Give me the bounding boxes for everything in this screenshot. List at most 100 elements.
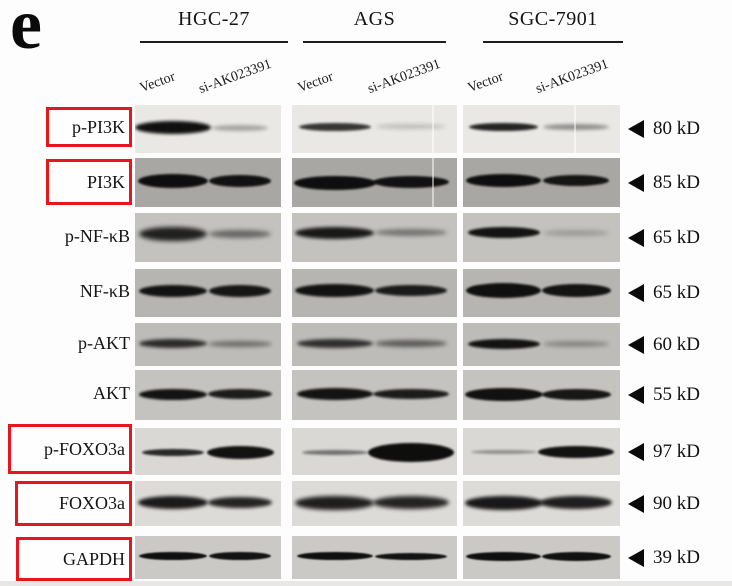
blot-band	[539, 496, 613, 510]
left-triangle-icon	[628, 548, 644, 567]
blot-panel	[463, 481, 620, 526]
blot-band	[301, 449, 368, 455]
blot-panel	[292, 428, 457, 475]
left-triangle-icon	[628, 284, 644, 302]
blot-panel	[292, 481, 457, 526]
header-underline	[140, 41, 288, 43]
blot-band	[469, 122, 539, 131]
blot-band	[137, 496, 208, 510]
blot-panel	[463, 105, 620, 153]
blot-panel	[292, 536, 457, 579]
blot-band	[206, 445, 274, 459]
blot-band	[466, 174, 542, 188]
blot-band	[541, 388, 611, 400]
blot-band	[137, 173, 208, 188]
kd-label: 39 kD	[653, 546, 700, 568]
blot-panel	[135, 213, 281, 262]
kd-label: 80 kD	[653, 118, 700, 139]
blot-panel	[463, 213, 620, 262]
blot-band	[467, 227, 540, 239]
protein-label-box-8: GAPDH	[16, 537, 132, 581]
blot-band	[374, 285, 448, 297]
kd-label: 97 kD	[653, 440, 700, 462]
blot-band	[466, 551, 542, 561]
blot-panel	[463, 428, 620, 475]
blot-band	[296, 552, 373, 561]
blot-band	[298, 122, 372, 131]
blot-panel	[292, 323, 457, 366]
blot-band	[538, 445, 614, 458]
blot-band	[208, 497, 273, 509]
kd-label: 65 kD	[653, 226, 700, 248]
blot-band	[372, 496, 449, 510]
protein-label: p-AKT	[78, 332, 130, 353]
blot-band	[467, 338, 540, 349]
blot-panel	[135, 370, 281, 420]
blot-band	[212, 124, 268, 131]
blot-band	[543, 229, 609, 236]
blot-band	[367, 442, 454, 462]
blot-panel	[292, 213, 457, 262]
cell-line-header: HGC-27	[178, 8, 250, 30]
blot-panel	[135, 323, 281, 366]
left-triangle-icon	[628, 173, 644, 192]
protein-label: NF-κB	[79, 281, 130, 301]
left-triangle-icon	[628, 494, 644, 513]
kd-marker: 90 kD	[628, 493, 700, 515]
blot-band	[208, 389, 273, 399]
kd-label: 85 kD	[653, 171, 700, 193]
blot-band	[209, 229, 271, 238]
kd-label: 90 kD	[653, 492, 700, 514]
blot-panel	[135, 428, 281, 475]
lane-label-si-ak023391: si-AK023391	[533, 56, 611, 97]
blot-band	[139, 284, 207, 297]
blot-panel	[463, 269, 620, 317]
left-triangle-icon	[628, 120, 644, 138]
kd-marker: 65 kD	[628, 227, 700, 249]
blot-panel	[463, 158, 620, 207]
lane-label-vector: Vector	[137, 69, 178, 96]
blot-band	[295, 284, 375, 298]
scan-artifact-line	[432, 158, 435, 207]
kd-marker: 65 kD	[628, 282, 700, 304]
header-underline	[303, 41, 446, 43]
blot-band	[374, 229, 448, 237]
blot-panel	[135, 105, 281, 153]
blot-band	[464, 495, 544, 510]
blot-band	[374, 552, 448, 560]
blot-panel	[463, 370, 620, 420]
kd-label: 55 kD	[653, 384, 700, 405]
left-triangle-icon	[628, 228, 644, 247]
blot-band	[209, 552, 271, 561]
blot-band	[142, 448, 204, 456]
blot-band	[543, 175, 609, 187]
lane-label-si-ak023391: si-AK023391	[365, 56, 443, 97]
blot-panel	[135, 536, 281, 579]
protein-label: p-NF-κB	[64, 225, 130, 246]
blot-band	[466, 283, 542, 299]
blot-panel	[135, 158, 281, 207]
blot-panel	[292, 370, 457, 420]
blot-band	[470, 449, 537, 454]
blot-panel	[463, 536, 620, 579]
blot-band	[372, 175, 449, 188]
blot-band	[541, 551, 611, 561]
header-underline	[483, 41, 623, 43]
blot-band	[209, 174, 271, 187]
kd-marker: 55 kD	[628, 384, 700, 406]
kd-marker: 97 kD	[628, 441, 700, 463]
blot-band	[209, 284, 271, 297]
left-triangle-icon	[628, 442, 644, 461]
blot-band	[139, 339, 207, 349]
blot-panel	[135, 481, 281, 526]
lane-label-vector: Vector	[465, 69, 506, 96]
blot-panel	[292, 105, 457, 153]
protein-label-box-0: p-PI3K	[46, 107, 132, 147]
blot-panel	[135, 269, 281, 317]
blot-panel	[463, 323, 620, 366]
blot-band	[295, 226, 375, 239]
scan-artifact-line	[574, 105, 577, 153]
blot-band	[543, 340, 609, 347]
kd-marker: 60 kD	[628, 334, 700, 356]
